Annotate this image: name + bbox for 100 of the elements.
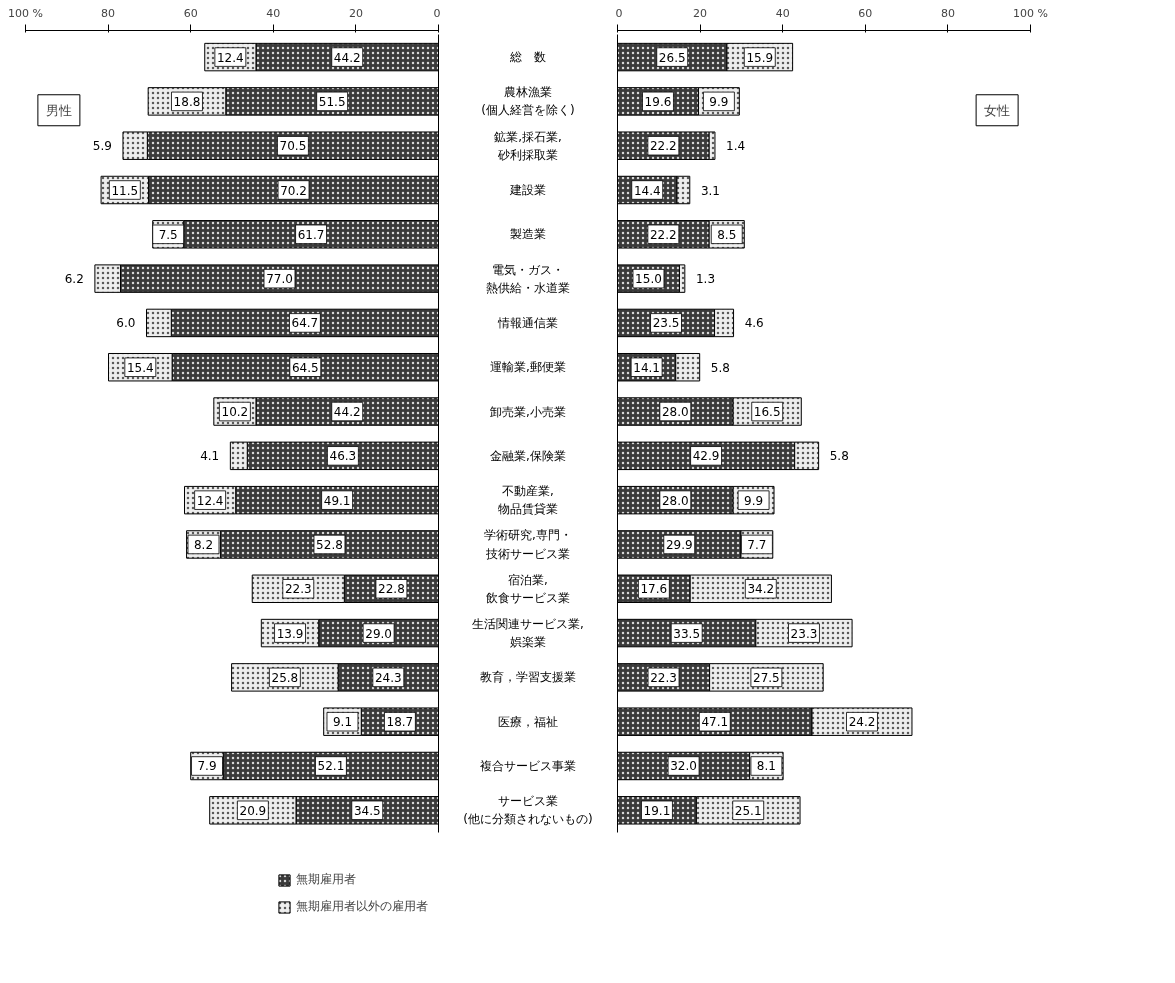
data-label: 4.1 xyxy=(200,449,220,464)
data-label: 23.3 xyxy=(790,626,818,641)
data-label: 15.4 xyxy=(126,360,154,375)
data-label: 28.0 xyxy=(661,493,689,508)
data-label: 11.5 xyxy=(111,183,139,198)
category-label: 生活関連サービス業,娯楽業 xyxy=(472,616,584,650)
x-tick-label: 0 xyxy=(615,6,623,20)
data-label: 9.1 xyxy=(332,715,353,730)
text: 女性 xyxy=(984,102,1011,118)
data-label: 8.1 xyxy=(756,759,776,774)
data-label: 19.1 xyxy=(643,803,671,818)
x-tick-label: 40 xyxy=(775,6,790,20)
data-label: 29.9 xyxy=(665,537,693,552)
category-label: 鉱業,採石業,砂利採取業 xyxy=(494,129,562,162)
data-label: 29.0 xyxy=(365,626,392,641)
data-label: 8.5 xyxy=(717,227,737,242)
category-label: 卸売業,小売業 xyxy=(490,404,566,419)
category-label: 製造業 xyxy=(510,227,546,242)
data-label: 20.9 xyxy=(239,803,267,818)
data-label: 5.8 xyxy=(710,360,730,375)
data-label: 28.0 xyxy=(661,405,689,420)
data-label: 3.1 xyxy=(700,183,720,198)
category-label: 総 数 xyxy=(510,50,546,65)
data-label: 52.8 xyxy=(316,537,343,552)
data-label: 10.2 xyxy=(221,405,249,420)
data-label: 7.9 xyxy=(197,759,217,774)
text: 男性 xyxy=(45,102,72,118)
x-tick-label: 100 % xyxy=(8,6,43,20)
data-label: 64.5 xyxy=(291,360,319,375)
data-label: 9.9 xyxy=(709,94,729,109)
data-label: 19.6 xyxy=(644,94,672,109)
data-label: 7.7 xyxy=(747,537,767,552)
data-label: 1.4 xyxy=(726,139,746,154)
category-label: 医療，福祉 xyxy=(498,714,558,729)
data-label: 33.5 xyxy=(673,626,701,641)
data-label: 44.2 xyxy=(333,405,361,420)
data-label: 51.5 xyxy=(318,94,346,109)
data-label: 14.1 xyxy=(633,360,660,375)
data-label: 12.4 xyxy=(196,493,224,508)
legend-label: 無期雇用者 xyxy=(296,871,356,888)
x-tick-label: 40 xyxy=(266,6,281,20)
data-label: 24.2 xyxy=(848,715,876,730)
data-label: 44.2 xyxy=(333,50,361,65)
data-label: 22.3 xyxy=(284,582,312,597)
category-label: 電気・ガス・熱供給・水道業 xyxy=(486,262,570,295)
data-label: 5.8 xyxy=(829,449,849,464)
x-tick-label: 0 xyxy=(433,6,441,20)
category-label: サービス業(他に分類されないもの) xyxy=(463,794,593,827)
data-label: 42.9 xyxy=(692,449,720,464)
data-label: 22.2 xyxy=(649,227,677,242)
data-label: 34.2 xyxy=(747,582,775,597)
data-label: 61.7 xyxy=(297,227,325,242)
data-label: 64.7 xyxy=(291,316,319,331)
data-label: 49.1 xyxy=(323,493,351,508)
category-label: 運輸業,郵便業 xyxy=(490,360,566,375)
data-label: 22.3 xyxy=(650,670,677,685)
category-label: 情報通信業 xyxy=(498,315,558,330)
data-label: 46.3 xyxy=(329,449,357,464)
category-label: 学術研究,専門・技術サービス業 xyxy=(484,528,572,561)
data-label: 27.5 xyxy=(753,670,780,685)
x-tick-label: 20 xyxy=(348,6,363,20)
category-label: 農林漁業(個人経営を除く) xyxy=(481,85,575,118)
data-label: 6.0 xyxy=(116,316,136,331)
data-label: 17.6 xyxy=(640,582,668,597)
data-label: 12.4 xyxy=(216,50,244,65)
data-label: 16.5 xyxy=(753,405,781,420)
category-label: 複合サービス事業 xyxy=(480,759,576,773)
data-label: 18.8 xyxy=(173,94,201,109)
data-label: 24.3 xyxy=(374,670,402,685)
data-label: 52.1 xyxy=(317,759,345,774)
data-label: 70.5 xyxy=(279,139,307,154)
data-label: 15.0 xyxy=(635,272,662,287)
data-label: 7.5 xyxy=(158,227,178,242)
data-label: 26.5 xyxy=(658,50,686,65)
data-label: 1.3 xyxy=(695,272,716,287)
legend-label: 無期雇用者以外の雇用者 xyxy=(296,898,428,915)
data-label: 6.2 xyxy=(64,272,84,287)
data-label: 13.9 xyxy=(276,626,304,641)
data-label: 4.6 xyxy=(744,316,764,331)
x-tick-label: 60 xyxy=(858,6,873,20)
category-label: 教育，学習支援業 xyxy=(480,670,576,685)
data-label: 32.0 xyxy=(670,759,697,774)
x-tick-label: 80 xyxy=(101,6,116,20)
data-label: 9.9 xyxy=(744,493,764,508)
category-label: 宿泊業,飲食サービス業 xyxy=(486,572,570,605)
data-label: 5.9 xyxy=(92,139,112,154)
data-label: 8.2 xyxy=(193,537,214,552)
data-label: 23.5 xyxy=(652,316,680,331)
data-label: 77.0 xyxy=(266,272,293,287)
data-label: 22.8 xyxy=(378,582,405,597)
data-label: 25.1 xyxy=(734,803,762,818)
data-label: 47.1 xyxy=(701,715,729,730)
data-label: 22.2 xyxy=(649,139,677,154)
x-tick-label: 100 % xyxy=(1013,6,1048,20)
data-label: 25.8 xyxy=(271,670,299,685)
x-tick-label: 20 xyxy=(693,6,708,20)
data-label: 70.2 xyxy=(280,183,307,198)
x-tick-label: 80 xyxy=(940,6,955,20)
category-label: 不動産業,物品賃貸業 xyxy=(498,484,558,517)
data-label: 14.4 xyxy=(633,183,661,198)
